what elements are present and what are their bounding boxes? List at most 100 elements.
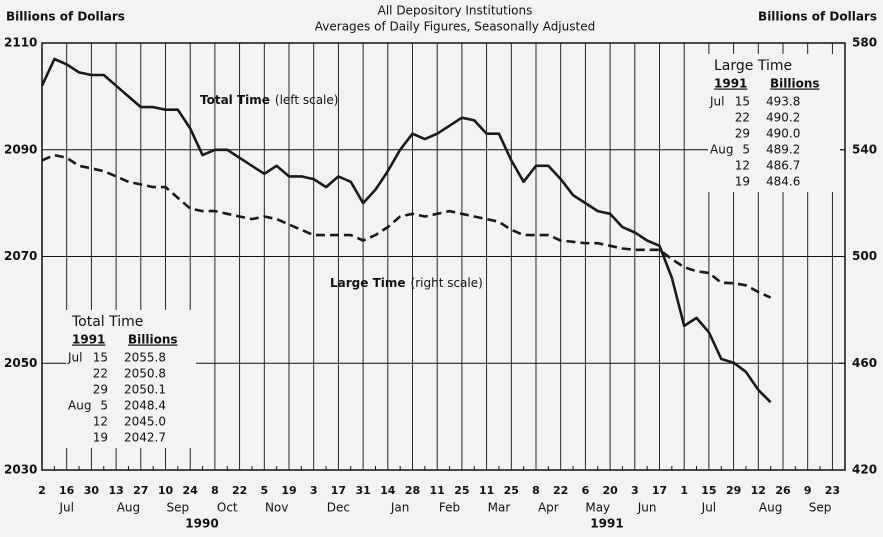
table-cell: Aug xyxy=(710,143,733,157)
table-title: Total Time xyxy=(71,314,143,330)
table-header: 1991 xyxy=(714,77,747,91)
table-cell: 2042.7 xyxy=(124,431,166,445)
x-tick-label: 14 xyxy=(380,484,396,497)
x-tick-label: 20 xyxy=(602,484,618,497)
y2-tick-label: 420 xyxy=(852,463,877,477)
x-tick-label: 3 xyxy=(631,484,639,497)
y2-tick-label: 580 xyxy=(852,36,877,50)
month-label: Jun xyxy=(637,501,657,515)
year-label: 1990 xyxy=(185,517,218,531)
x-tick-label: 17 xyxy=(652,484,667,497)
x-tick-label: 31 xyxy=(355,484,370,497)
x-tick-label: 23 xyxy=(825,484,840,497)
y-tick-label: 2070 xyxy=(4,249,37,263)
table-cell: 29 xyxy=(93,383,108,397)
y2-tick-label: 500 xyxy=(852,249,877,263)
month-label: Mar xyxy=(488,501,511,515)
table-cell: 2048.4 xyxy=(124,399,166,413)
x-tick-label: 10 xyxy=(158,484,174,497)
table-cell: 5 xyxy=(742,143,750,157)
table-cell: 15 xyxy=(735,95,750,109)
x-tick-label: 28 xyxy=(405,484,420,497)
y-tick-label: 2050 xyxy=(4,356,37,370)
table-cell: 486.7 xyxy=(766,159,800,173)
x-tick-label: 11 xyxy=(479,484,494,497)
table-cell: 490.2 xyxy=(766,111,800,125)
table-header: 1991 xyxy=(72,333,105,347)
x-tick-label: 11 xyxy=(430,484,445,497)
x-tick-label: 3 xyxy=(310,484,318,497)
month-label: May xyxy=(585,501,610,515)
table-box xyxy=(66,310,196,448)
table-cell: 2050.8 xyxy=(124,367,166,381)
subtitle: Averages of Daily Figures, Seasonally Ad… xyxy=(315,20,595,34)
month-label: Sep xyxy=(809,501,832,515)
y-tick-label: 2090 xyxy=(4,142,37,156)
table-cell: 484.6 xyxy=(766,175,800,189)
table-cell: 490.0 xyxy=(766,127,800,141)
y2-tick-label: 460 xyxy=(852,356,877,370)
month-label: Aug xyxy=(117,501,140,515)
table-cell: 493.8 xyxy=(766,95,800,109)
month-label: Apr xyxy=(538,501,559,515)
month-label: Dec xyxy=(327,501,350,515)
x-tick-label: 2 xyxy=(38,484,46,497)
table-cell: Jul xyxy=(67,351,82,365)
table-cell: 29 xyxy=(735,127,750,141)
x-tick-label: 6 xyxy=(582,484,590,497)
x-tick-label: 25 xyxy=(504,484,519,497)
x-tick-label: 12 xyxy=(751,484,766,497)
table-cell: 489.2 xyxy=(766,143,800,157)
table-cell: 19 xyxy=(93,431,108,445)
month-label: Aug xyxy=(759,501,782,515)
table-header: Billions xyxy=(770,77,820,91)
x-tick-label: 17 xyxy=(331,484,346,497)
series-name: Total Time xyxy=(200,93,270,107)
table-cell: 12 xyxy=(93,415,108,429)
table-cell: 22 xyxy=(735,111,750,125)
x-tick-label: 25 xyxy=(454,484,469,497)
x-tick-label: 29 xyxy=(726,484,741,497)
table-cell: 2055.8 xyxy=(124,351,166,365)
series-line xyxy=(40,57,772,404)
month-label: Jul xyxy=(58,501,73,515)
x-tick-label: 1 xyxy=(680,484,688,497)
y-axis-label: Billions of Dollars xyxy=(6,10,125,24)
x-tick-label: 8 xyxy=(532,484,540,497)
y-tick-label: 2030 xyxy=(4,463,37,477)
x-tick-label: 15 xyxy=(701,484,716,497)
scale-note: (left scale) xyxy=(275,93,339,107)
table-header: Billions xyxy=(128,333,178,347)
table-cell: 2050.1 xyxy=(124,383,166,397)
x-tick-label: 16 xyxy=(59,484,75,497)
x-tick-label: 5 xyxy=(260,484,268,497)
y2-tick-label: 540 xyxy=(852,142,877,156)
table-cell: Aug xyxy=(68,399,91,413)
table-cell: 19 xyxy=(735,175,750,189)
x-tick-label: 26 xyxy=(775,484,791,497)
table-box xyxy=(708,54,840,192)
scale-note: (right scale) xyxy=(411,276,483,290)
series-name: Large Time xyxy=(330,276,406,290)
x-tick-label: 27 xyxy=(133,484,148,497)
table-cell: 12 xyxy=(735,159,750,173)
x-tick-label: 22 xyxy=(232,484,247,497)
month-label: Oct xyxy=(217,501,238,515)
table-title: Large Time xyxy=(714,58,792,74)
x-tick-label: 13 xyxy=(108,484,123,497)
month-label: Sep xyxy=(167,501,190,515)
y2-axis-label: Billions of Dollars xyxy=(758,10,877,24)
table-cell: 5 xyxy=(100,399,108,413)
month-label: Nov xyxy=(265,501,288,515)
subtitle: All Depository Institutions xyxy=(378,4,533,18)
y-tick-label: 2110 xyxy=(4,36,37,50)
x-tick-label: 30 xyxy=(84,484,100,497)
x-tick-label: 9 xyxy=(804,484,812,497)
x-tick-label: 8 xyxy=(211,484,219,497)
table-cell: 15 xyxy=(93,351,108,365)
series-annotation: Large Time (right scale) xyxy=(330,276,483,290)
x-tick-label: 22 xyxy=(553,484,568,497)
series-line xyxy=(41,153,772,299)
series-annotation: Total Time (left scale) xyxy=(200,93,338,107)
